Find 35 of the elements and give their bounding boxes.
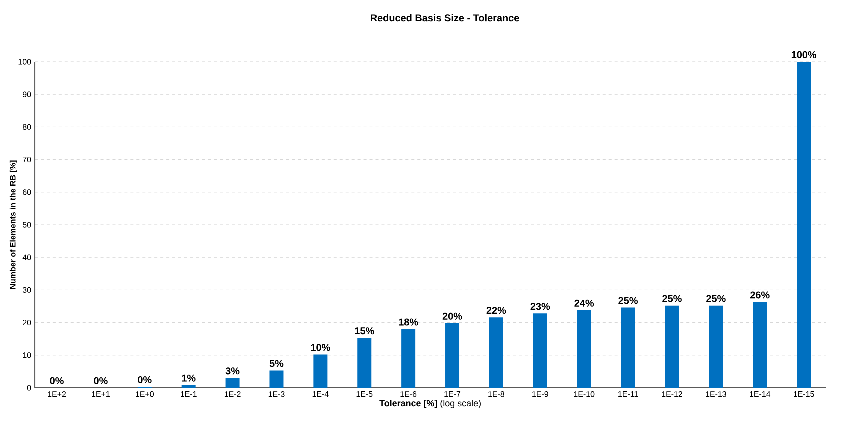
bar: [182, 385, 196, 388]
bar: [489, 318, 504, 388]
data-label: 18%: [399, 318, 418, 326]
chart-title: Reduced Basis Size - Tolerance: [371, 14, 520, 22]
data-label: 0%: [94, 377, 108, 384]
bar: [402, 329, 416, 388]
bar: [270, 370, 284, 388]
data-label: 25%: [706, 295, 726, 302]
bar: [533, 314, 548, 388]
bar: [226, 378, 240, 388]
data-label: 20%: [442, 312, 462, 320]
bar: [446, 323, 460, 388]
data-label: 0%: [138, 376, 152, 384]
data-label: 22%: [486, 307, 506, 314]
bar: [753, 302, 768, 388]
bar: [577, 310, 592, 388]
bar: [709, 306, 724, 388]
x-axis-title: Tolerance [%] (log scale): [380, 400, 481, 408]
data-label: 10%: [311, 344, 330, 352]
data-label: 1%: [182, 374, 196, 382]
data-label: 26%: [750, 292, 770, 299]
bar: [358, 338, 372, 388]
bar: [621, 308, 636, 388]
data-label: 25%: [662, 295, 682, 302]
bar: [797, 62, 812, 388]
data-label: 0%: [50, 377, 64, 384]
bar: [665, 306, 680, 388]
bar: [314, 354, 328, 388]
data-label: 23%: [530, 303, 550, 310]
data-label: 15%: [355, 328, 374, 335]
data-label: 100%: [792, 51, 817, 58]
data-label: 5%: [270, 360, 284, 368]
data-label: 3%: [226, 368, 240, 375]
data-label: 24%: [574, 300, 594, 307]
data-label: 25%: [618, 297, 638, 304]
